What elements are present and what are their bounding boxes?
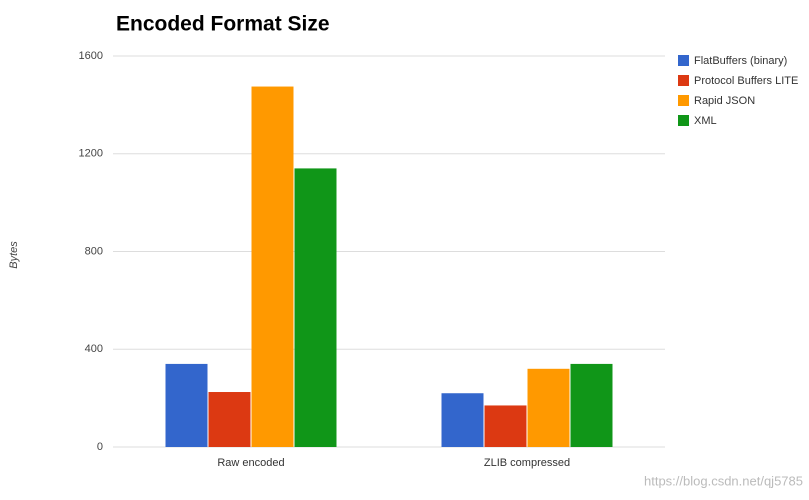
legend-swatch <box>678 95 689 106</box>
bar <box>208 392 251 447</box>
y-tick-label: 400 <box>85 343 103 355</box>
x-tick-label: ZLIB compressed <box>484 457 570 469</box>
y-tick-label: 1600 <box>79 50 103 62</box>
legend-label: Protocol Buffers LITE <box>694 75 798 87</box>
legend-label: Rapid JSON <box>694 95 755 107</box>
legend-label: XML <box>694 115 717 127</box>
bar <box>251 86 294 447</box>
bar <box>570 363 613 447</box>
chart-title: Encoded Format Size <box>116 13 330 36</box>
legend-label: FlatBuffers (binary) <box>694 55 787 67</box>
y-axis-label: Bytes <box>8 241 20 269</box>
bar <box>165 363 208 447</box>
watermark: https://blog.csdn.net/qj5785 <box>644 473 803 488</box>
y-tick-label: 800 <box>85 245 103 257</box>
bar <box>294 168 337 447</box>
y-tick-label: 1200 <box>79 148 103 160</box>
legend-swatch <box>678 75 689 86</box>
legend-swatch <box>678 115 689 126</box>
x-tick-label: Raw encoded <box>217 457 284 469</box>
legend-swatch <box>678 55 689 66</box>
bar <box>441 393 484 447</box>
bar <box>527 368 570 447</box>
bar <box>484 405 527 447</box>
y-tick-label: 0 <box>97 441 103 453</box>
